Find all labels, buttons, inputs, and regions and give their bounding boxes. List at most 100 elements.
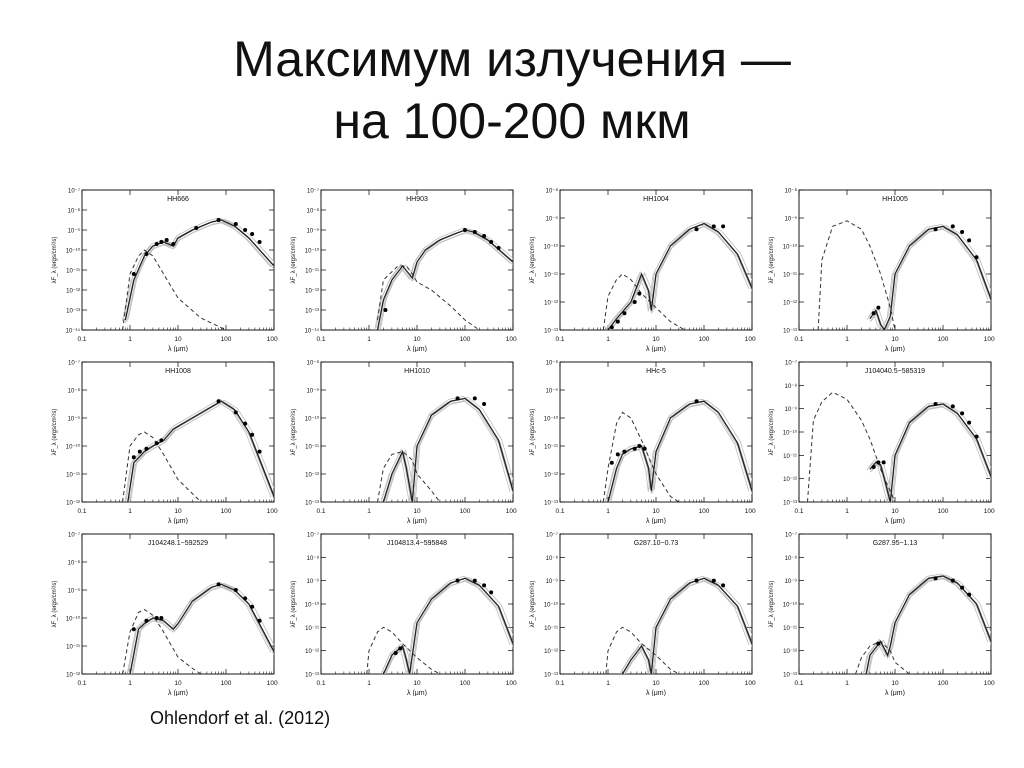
- sed-panel: 0.1 1 10 100 1000 10⁻¹³ 10⁻¹² 10⁻¹¹ 10⁻¹⁰ 10⁻⁹ 10⁻…: [528, 184, 756, 353]
- data-point: [694, 399, 699, 404]
- data-point: [967, 592, 972, 597]
- sed-chart: 0.1 1 10 100 1000 10⁻¹² 10⁻¹¹ 10⁻¹⁰ 10⁻⁹ 10⁻⁸ 10⁻⁷…: [52, 360, 278, 525]
- data-point: [609, 325, 614, 330]
- sed-panel: 0.1 1 10 100 1000 10⁻¹³ 10⁻¹² 10⁻¹¹ 10⁻¹⁰ 10⁻⁹ 10⁻…: [767, 184, 995, 353]
- plot-frame: [81, 533, 275, 675]
- data-point: [137, 449, 142, 454]
- sed-panel: 0.1 1 10 100 1000 10⁻¹³ 10⁻¹² 10⁻¹¹ 10⁻¹⁰ 10⁻⁹ 10⁻…: [528, 528, 756, 697]
- y-tick-label: 10⁻⁸: [546, 360, 559, 367]
- citation: Ohlendorf et al. (2012): [150, 708, 331, 728]
- model-fit-line: [610, 399, 752, 502]
- y-tick-label: 10⁻¹⁰: [66, 444, 81, 451]
- y-tick-label: 10⁻⁹: [546, 578, 559, 585]
- data-point: [933, 576, 938, 581]
- plot-area: [602, 221, 752, 330]
- data-point: [721, 583, 726, 588]
- y-tick-label: 10⁻⁷: [68, 360, 80, 367]
- panel-title: HH666: [167, 196, 189, 203]
- data-point: [933, 402, 938, 406]
- x-tick-label: 0.1: [794, 508, 803, 515]
- data-point: [250, 232, 255, 236]
- x-tick-label: 0.1: [316, 680, 325, 687]
- best-fit-line: [382, 577, 513, 674]
- y-tick-label: 10⁻⁹: [546, 388, 559, 395]
- plot-area: [121, 217, 274, 330]
- plot-area: [122, 581, 274, 674]
- panel-title: J104248.1−592529: [148, 540, 208, 547]
- model-fit-line: [121, 220, 272, 322]
- sed-panel: 0.1 1 10 100 1000 10⁻¹³ 10⁻¹² 10⁻¹¹ 10⁻¹⁰ 10⁻⁹ 10⁻…: [289, 528, 517, 697]
- model-fit-line: [383, 400, 513, 502]
- panel-title: HHc-5: [646, 368, 666, 375]
- sed-chart: 0.1 1 10 100 1000 10⁻¹⁴ 10⁻¹³ 10⁻¹² 10⁻¹¹ 10⁻¹⁰ 10…: [52, 188, 278, 353]
- panel-title: G287.10−0.73: [634, 540, 679, 547]
- panel-title: J104040.5−585319: [865, 368, 925, 375]
- x-tick-label: 100: [221, 680, 232, 687]
- sed-chart: 0.1 1 10 100 1000 10⁻¹³ 10⁻¹² 10⁻¹¹ 10⁻¹⁰ 10⁻⁹ 10⁻…: [530, 360, 756, 525]
- data-point: [871, 311, 876, 316]
- x-tick-label: 1000: [506, 508, 517, 515]
- x-tick-label: 10: [413, 336, 421, 343]
- x-tick-label: 100: [221, 508, 232, 515]
- y-axis-label: λF_λ (ergs/cm²/s): [769, 409, 775, 456]
- x-axis-label: λ (μm): [407, 518, 427, 524]
- x-tick-label: 0.1: [316, 508, 325, 515]
- x-tick-label: 100: [699, 508, 710, 515]
- data-point: [144, 618, 149, 623]
- x-tick-label: 100: [460, 336, 471, 343]
- y-tick-label: 10⁻¹³: [783, 501, 797, 507]
- data-point: [383, 308, 388, 312]
- best-fit-line: [382, 397, 513, 502]
- sed-chart: 0.1 1 10 100 1000 10⁻¹³ 10⁻¹² 10⁻¹¹ 10⁻¹⁰ 10⁻⁹ 10⁻…: [530, 532, 756, 697]
- y-tick-label: 10⁻¹²: [66, 501, 80, 507]
- x-tick-label: 1: [606, 336, 610, 343]
- data-point: [216, 399, 221, 404]
- data-point: [489, 590, 494, 595]
- x-axis-label: λ (μm): [646, 518, 666, 524]
- slide-title: Максимум излучения — на 100-200 мкм: [0, 28, 1024, 152]
- sed-chart: 0.1 1 10 100 1000 10⁻¹³ 10⁻¹² 10⁻¹¹ 10⁻¹⁰ 10⁻⁹ 10⁻…: [769, 360, 995, 525]
- y-tick-label: 10⁻⁸: [307, 555, 320, 562]
- model-fit-line: [130, 586, 274, 674]
- y-tick-label: 10⁻¹⁰: [544, 416, 559, 423]
- data-point: [950, 404, 955, 409]
- y-tick-label: 10⁻¹⁴: [305, 328, 320, 335]
- y-tick-label: 10⁻¹⁰: [783, 602, 798, 609]
- y-tick-label: 10⁻¹³: [305, 309, 319, 315]
- data-point: [711, 578, 716, 583]
- sed-chart: 0.1 1 10 100 1000 10⁻¹⁴ 10⁻¹³ 10⁻¹² 10⁻¹¹ 10⁻¹⁰ 10…: [291, 188, 517, 353]
- data-point: [496, 246, 501, 250]
- x-tick-label: 1: [606, 680, 610, 687]
- data-point: [967, 238, 972, 243]
- x-tick-label: 1: [845, 508, 849, 515]
- data-point: [876, 641, 881, 646]
- y-tick-label: 10⁻¹³: [783, 329, 797, 335]
- y-tick-label: 10⁻¹²: [544, 649, 558, 655]
- x-tick-label: 1: [845, 680, 849, 687]
- sed-chart: 0.1 1 10 100 1000 10⁻¹³ 10⁻¹² 10⁻¹¹ 10⁻¹⁰ 10⁻⁹ 10⁻…: [769, 188, 995, 353]
- best-fit-line: [127, 400, 274, 502]
- data-point: [960, 411, 965, 416]
- y-tick-label: 10⁻¹²: [783, 477, 797, 483]
- x-tick-label: 1000: [506, 680, 517, 687]
- y-tick-label: 10⁻⁸: [785, 555, 798, 562]
- y-tick-label: 10⁻⁸: [68, 388, 81, 395]
- model-fit-line: [862, 576, 989, 674]
- x-tick-label: 10: [174, 508, 182, 515]
- y-tick-label: 10⁻⁸: [546, 188, 559, 195]
- x-axis-label: λ (μm): [646, 690, 666, 696]
- x-axis-label: λ (μm): [646, 346, 666, 352]
- y-tick-label: 10⁻⁹: [307, 388, 320, 395]
- y-axis-label: λF_λ (ergs/cm²/s): [52, 237, 58, 284]
- y-tick-label: 10⁻¹²: [305, 649, 319, 655]
- plot-area: [374, 227, 513, 330]
- x-axis-label: λ (μm): [885, 346, 905, 352]
- data-point: [154, 616, 159, 620]
- plot-area: [377, 395, 513, 502]
- y-tick-label: 10⁻¹³: [544, 501, 558, 507]
- y-tick-label: 10⁻¹³: [305, 673, 319, 679]
- y-tick-label: 10⁻¹¹: [305, 269, 319, 275]
- x-tick-label: 0.1: [555, 336, 564, 343]
- panel-title: HH1010: [404, 368, 430, 375]
- data-point: [243, 421, 248, 426]
